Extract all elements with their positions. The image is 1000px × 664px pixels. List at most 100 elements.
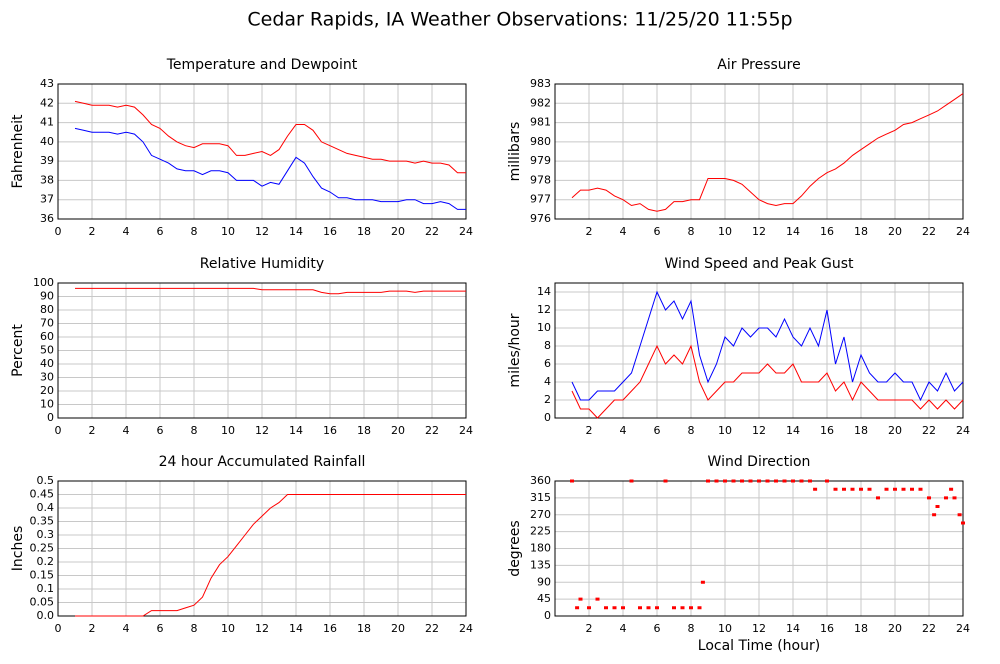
y-tick-label: 0.25 (30, 542, 55, 555)
x-tick-label: 20 (888, 225, 902, 238)
y-tick-label: 36 (40, 212, 54, 225)
x-tick-label: 20 (888, 424, 902, 437)
x-tick-label: 20 (391, 424, 405, 437)
x-tick-label: 16 (323, 225, 337, 238)
y-tick-label: 14 (537, 285, 551, 298)
x-tick-label: 10 (221, 622, 235, 635)
x-tick-label: 2 (89, 424, 96, 437)
x-tick-label: 6 (157, 622, 164, 635)
data-point (629, 479, 634, 483)
data-point (927, 496, 931, 500)
x-tick-label: 2 (89, 622, 96, 635)
data-point (740, 479, 744, 483)
y-tick-label: 981 (530, 116, 551, 129)
data-point (808, 479, 812, 483)
data-point (765, 479, 770, 483)
x-tick-label: 14 (289, 622, 303, 635)
data-point (700, 580, 705, 584)
y-tick-label: 80 (40, 303, 54, 316)
y-tick-label: 30 (40, 371, 54, 384)
chart-title: Wind Direction (708, 454, 811, 470)
x-tick-label: 6 (654, 424, 661, 437)
y-tick-label: 60 (40, 330, 54, 343)
data-point (813, 487, 818, 491)
plot-frame (554, 83, 964, 220)
data-point (833, 487, 838, 491)
x-tick-label: 22 (922, 424, 936, 437)
x-tick-label: 6 (654, 225, 661, 238)
x-tick-label: 18 (357, 622, 371, 635)
chart-title: Air Pressure (717, 57, 800, 73)
y-tick-label: 20 (40, 384, 54, 397)
x-tick-label: 18 (854, 424, 868, 437)
x-tick-label: 16 (323, 424, 337, 437)
x-tick-label: 22 (425, 225, 439, 238)
y-tick-label: 0 (47, 411, 54, 424)
x-tick-label: 14 (289, 424, 303, 437)
x-tick-label: 24 (956, 424, 970, 437)
data-point (910, 487, 914, 491)
y-tick-label: 983 (530, 77, 551, 90)
data-point (570, 479, 574, 483)
y-tick-label: 0.4 (37, 501, 55, 514)
y-tick-label: 90 (40, 290, 54, 303)
data-point (680, 606, 685, 610)
y-tick-label: 0.05 (30, 596, 55, 609)
plot-frame (554, 282, 964, 419)
x-tick-label: 14 (786, 424, 800, 437)
x-tick-label: 22 (425, 622, 439, 635)
x-tick-label: 12 (752, 622, 766, 635)
data-point (876, 496, 880, 500)
y-tick-label: 40 (40, 135, 54, 148)
x-tick-label: 18 (357, 225, 371, 238)
x-tick-label: 4 (620, 622, 627, 635)
data-point (918, 487, 923, 491)
x-tick-label: 22 (425, 424, 439, 437)
data-point (867, 487, 872, 491)
x-tick-label: 10 (221, 225, 235, 238)
data-line (75, 287, 466, 295)
data-point (697, 606, 702, 610)
x-tick-label: 10 (718, 622, 732, 635)
x-tick-label: 0 (55, 424, 62, 437)
x-tick-label: 6 (654, 622, 661, 635)
page-title: Cedar Rapids, IA Weather Observations: 1… (247, 9, 792, 31)
y-tick-label: 976 (530, 212, 551, 225)
data-point (655, 606, 659, 610)
data-point (621, 606, 625, 610)
data-point (723, 479, 727, 483)
data-line (75, 494, 466, 617)
y-tick-label: 45 (537, 592, 551, 605)
x-tick-label: 18 (854, 225, 868, 238)
y-tick-label: 979 (530, 154, 551, 167)
x-tick-label: 12 (255, 622, 269, 635)
y-tick-label: 90 (537, 575, 551, 588)
x-tick-label: 12 (255, 424, 269, 437)
x-tick-label: 0 (55, 622, 62, 635)
data-point (575, 606, 580, 610)
y-tick-label: 38 (40, 173, 54, 186)
y-tick-label: 0.2 (37, 555, 55, 568)
data-point (748, 479, 753, 483)
data-point (689, 606, 693, 610)
x-tick-label: 14 (786, 225, 800, 238)
x-tick-label: 12 (255, 225, 269, 238)
data-line (74, 100, 466, 174)
plot-frame (57, 83, 467, 220)
y-tick-label: 100 (33, 276, 54, 289)
x-axis-label: Local Time (hour) (698, 638, 820, 654)
x-tick-label: 8 (191, 225, 198, 238)
data-line (74, 127, 466, 210)
y-tick-label: 0.5 (37, 474, 55, 487)
x-tick-label: 14 (786, 622, 800, 635)
y-tick-label: 0.15 (30, 569, 55, 582)
data-point (957, 513, 962, 517)
data-point (932, 513, 937, 517)
data-line (571, 344, 964, 419)
x-tick-label: 8 (191, 424, 198, 437)
y-tick-label: 50 (40, 344, 54, 357)
y-tick-label: 42 (40, 96, 54, 109)
x-tick-label: 6 (157, 225, 164, 238)
data-point (731, 479, 736, 483)
x-tick-label: 16 (820, 424, 834, 437)
